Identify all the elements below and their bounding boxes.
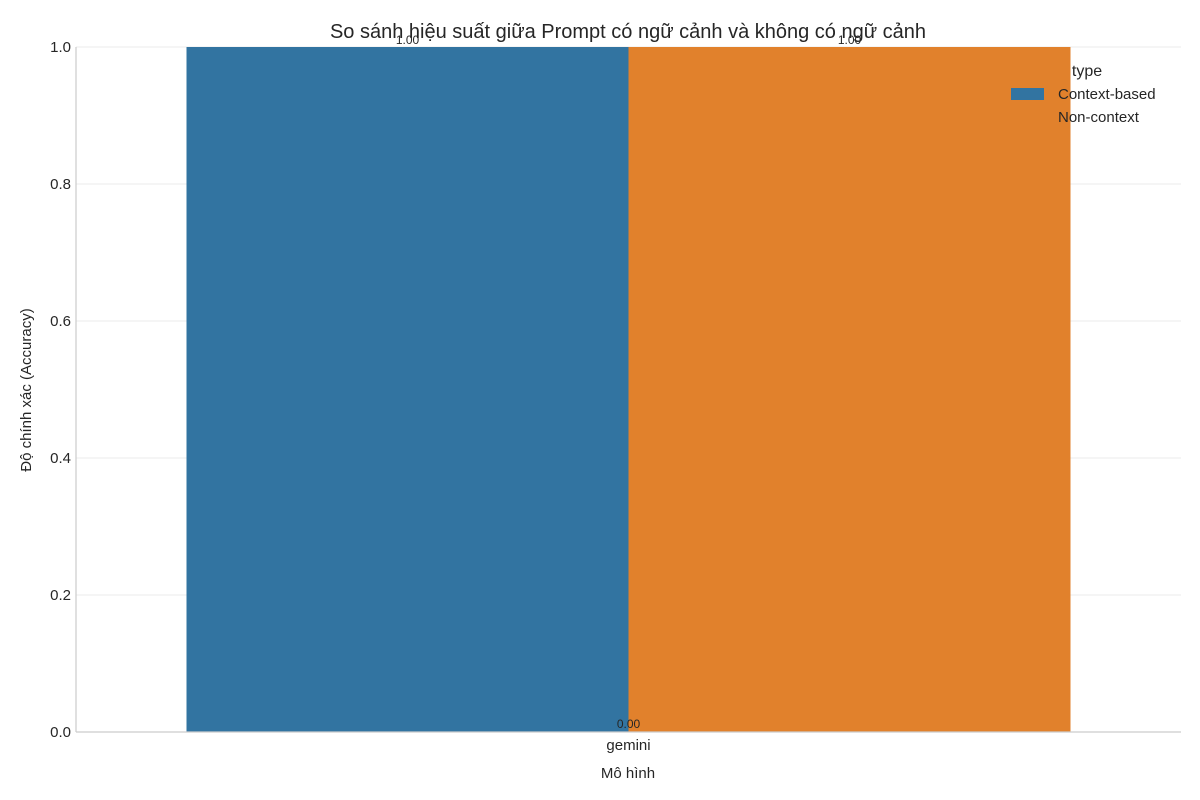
x-ticks: gemini: [606, 737, 650, 754]
legend-entries: Context-based Non-context: [1011, 86, 1156, 126]
legend: type Context-based Non-context: [1011, 63, 1156, 126]
chart-title: So sánh hiệu suất giữa Prompt có ngữ cản…: [330, 21, 926, 43]
bar-non-context: [628, 47, 1071, 732]
y-tick-label: 0.2: [50, 587, 71, 604]
y-axis-label: Độ chính xác (Accuracy): [18, 308, 35, 471]
y-tick-label: 0.8: [50, 176, 71, 193]
x-axis-label: Mô hình: [601, 765, 655, 782]
legend-entry-label: Non-context: [1058, 109, 1140, 126]
legend-title: type: [1072, 63, 1102, 80]
bars: [186, 47, 1071, 732]
bar-labels: 1.00 1.00 0.00: [396, 33, 862, 731]
y-tick-label: 0.0: [50, 724, 71, 741]
bar-value-label: 1.00: [838, 33, 862, 47]
bar-value-label: 1.00: [396, 33, 420, 47]
y-tick-label: 1.0: [50, 39, 71, 56]
legend-entry-label: Context-based: [1058, 86, 1156, 103]
y-ticks: 0.0 0.2 0.4 0.6 0.8 1.0: [50, 39, 71, 741]
bar-value-label: 0.00: [617, 717, 641, 731]
x-tick-label: gemini: [606, 737, 650, 754]
y-tick-label: 0.6: [50, 313, 71, 330]
y-tick-label: 0.4: [50, 450, 71, 467]
bar-context-based: [186, 47, 629, 732]
legend-swatch: [1011, 88, 1044, 100]
